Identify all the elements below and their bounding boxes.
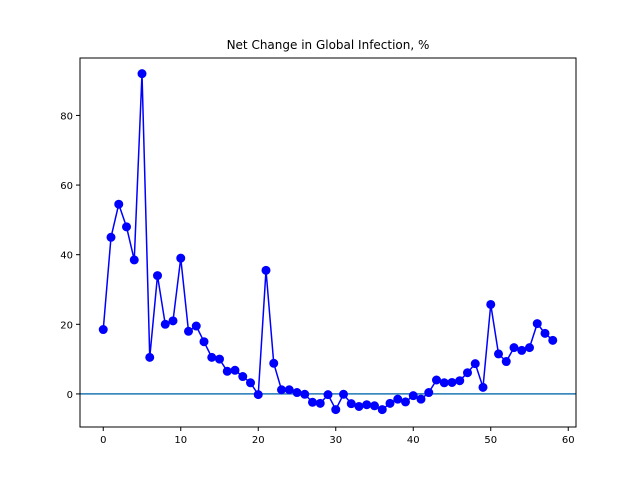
data-point	[284, 385, 294, 395]
data-point	[168, 316, 178, 326]
data-point	[432, 375, 441, 385]
data-point	[532, 319, 542, 329]
data-point	[385, 398, 395, 408]
data-point	[354, 401, 364, 411]
data-point	[455, 376, 465, 386]
chart-title: Net Change in Global Infection, %	[227, 38, 430, 52]
data-point	[277, 385, 286, 395]
data-point	[540, 328, 550, 338]
data-point	[199, 337, 209, 347]
data-point	[292, 388, 302, 398]
data-point	[494, 349, 503, 359]
data-point	[323, 390, 333, 400]
axes-frame	[79, 57, 577, 428]
y-tick-label: 20	[60, 320, 73, 331]
x-tick-label: 40	[407, 435, 420, 446]
y-tick-label: 80	[60, 111, 73, 122]
data-point	[137, 69, 147, 79]
data-point	[339, 389, 348, 399]
data-point	[261, 265, 271, 275]
data-point	[463, 368, 472, 378]
data-point	[153, 271, 162, 281]
y-tick-label: 0	[67, 390, 73, 401]
data-point	[315, 398, 325, 408]
data-point	[501, 357, 511, 367]
data-point	[176, 253, 186, 263]
data-point	[525, 343, 534, 353]
data-point	[191, 321, 201, 331]
data-point	[370, 401, 379, 411]
data-point	[215, 354, 224, 364]
data-point	[393, 394, 403, 404]
data-point	[478, 382, 488, 392]
x-tick-label: 30	[329, 435, 342, 446]
data-point	[184, 326, 193, 336]
x-tick-label: 60	[562, 435, 575, 446]
data-point	[207, 352, 217, 362]
data-point	[346, 399, 356, 409]
data-point	[98, 325, 108, 335]
data-point	[230, 365, 240, 375]
data-point	[106, 232, 116, 242]
data-point	[447, 377, 457, 387]
plot-area: 0 10 20 30 40 50 60 0 20 40 60 80	[60, 69, 576, 446]
data-point	[439, 378, 449, 388]
data-point	[129, 255, 139, 265]
data-point	[160, 319, 170, 329]
data-point	[246, 378, 255, 388]
data-point	[331, 405, 341, 415]
x-tick-label: 0	[100, 435, 106, 446]
data-point	[238, 372, 248, 382]
data-point	[377, 405, 387, 415]
data-point	[300, 389, 310, 399]
data-point	[269, 358, 279, 368]
data-point	[416, 394, 426, 404]
data-point	[509, 343, 519, 353]
series-line	[102, 72, 554, 411]
data-point	[470, 359, 480, 369]
x-tick-label: 10	[174, 435, 187, 446]
data-point	[222, 366, 232, 376]
y-tick-label: 40	[60, 251, 73, 262]
data-point	[517, 345, 527, 355]
data-point	[145, 352, 155, 362]
data-point	[401, 397, 410, 407]
data-point	[308, 397, 317, 407]
y-tick-label: 60	[60, 181, 73, 192]
data-point	[548, 335, 558, 345]
data-point	[114, 199, 124, 209]
x-tick-label: 50	[484, 435, 497, 446]
data-point	[486, 299, 496, 309]
data-point	[122, 222, 131, 232]
x-tick-label: 20	[252, 435, 265, 446]
data-point	[408, 391, 418, 401]
data-point	[362, 400, 372, 410]
data-point	[253, 390, 263, 400]
data-point	[424, 388, 434, 398]
